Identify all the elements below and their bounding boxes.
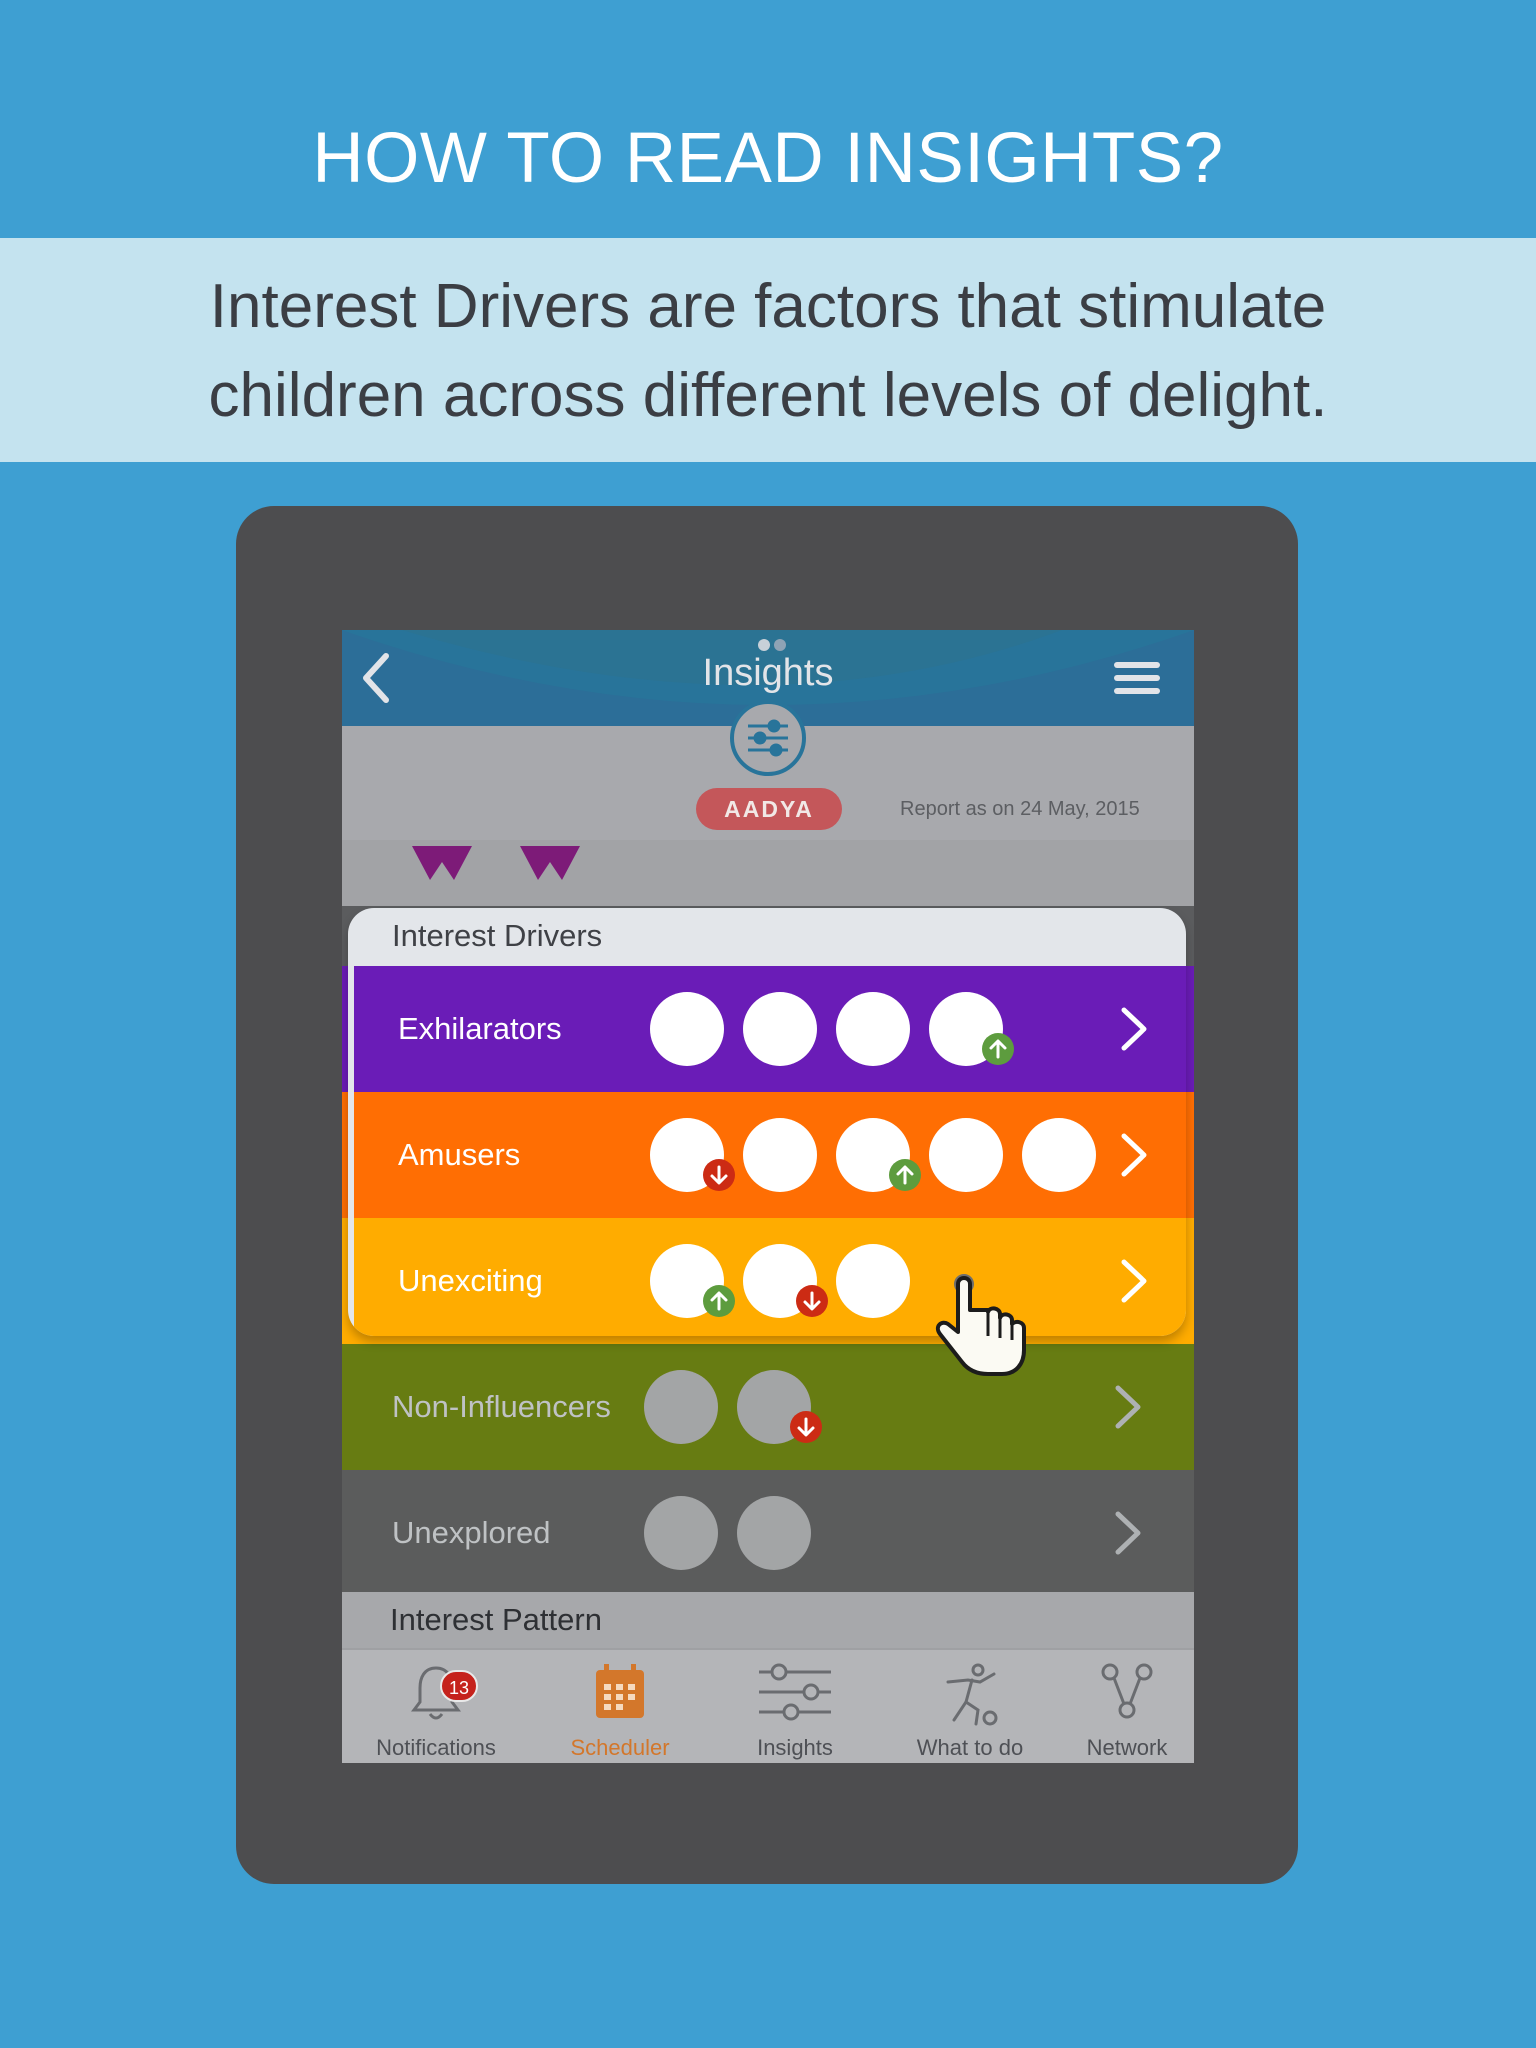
chevron-right-icon[interactable] <box>1116 1004 1152 1054</box>
child-name-badge: AADYA <box>696 788 842 830</box>
tab-scheduler[interactable]: Scheduler <box>530 1650 710 1763</box>
page-title: Insights <box>702 652 834 694</box>
chevron-right-icon[interactable] <box>1116 1256 1152 1306</box>
ribbon-strip <box>342 840 1194 906</box>
arrow-up-icon <box>703 1285 735 1317</box>
header-arc-decoration <box>342 630 1194 726</box>
arrow-down-icon <box>796 1285 828 1317</box>
arrow-up-icon <box>889 1159 921 1191</box>
app-bar: Insights <box>342 630 1194 726</box>
chevron-right-icon[interactable] <box>1110 1382 1146 1432</box>
interest-level-dot <box>743 1118 817 1192</box>
interest-level-dot <box>836 992 910 1066</box>
interest-pattern-heading: Interest Pattern <box>390 1602 602 1637</box>
tab-label: Scheduler <box>570 1735 670 1760</box>
arrow-up-icon <box>982 1033 1014 1065</box>
interest-pattern-section[interactable]: Interest Pattern <box>342 1592 1194 1648</box>
pointer-hand-icon <box>935 1274 1026 1376</box>
interest-level-dot <box>929 1118 1003 1192</box>
interest-drivers-card: Interest Drivers Exhilarators Amusers Unex… <box>348 908 1186 1336</box>
activity-figure-icon <box>946 1663 998 1726</box>
page-dots-icon <box>758 639 786 651</box>
interest-driver-label: Amusers <box>398 1137 521 1172</box>
interest-level-dot <box>836 1244 910 1318</box>
interest-level-dot <box>650 992 724 1066</box>
interest-level-dot <box>1022 1118 1096 1192</box>
sliders-icon <box>748 719 788 757</box>
interest-driver-row[interactable]: Unexplored <box>342 1470 1194 1596</box>
interest-driver-label: Unexplored <box>392 1515 551 1550</box>
interest-level-dot <box>644 1370 718 1444</box>
bottom-tab-bar: 13 Notifications Scheduler <box>342 1648 1194 1763</box>
subtitle-line-1: Interest Drivers are factors that stimul… <box>209 272 1327 341</box>
interest-level-dot <box>644 1496 718 1570</box>
ribbon-icon <box>412 846 580 880</box>
tab-label: Notifications <box>376 1735 496 1760</box>
subtitle-band <box>0 238 1536 462</box>
notification-count-badge: 13 <box>440 1670 478 1702</box>
tab-network[interactable]: Network <box>1060 1650 1194 1763</box>
sliders-icon <box>759 1663 831 1721</box>
interest-driver-label: Unexciting <box>398 1263 543 1298</box>
subtitle-line-2: children across different levels of deli… <box>208 361 1328 430</box>
interest-level-dot <box>743 992 817 1066</box>
tab-insights[interactable]: Insights <box>710 1650 880 1763</box>
tab-label: Network <box>1086 1735 1168 1760</box>
interest-driver-row[interactable]: Amusers <box>354 1092 1186 1218</box>
headline: HOW TO READ INSIGHTS? <box>312 119 1224 198</box>
insights-badge <box>730 700 806 776</box>
interest-level-dot <box>737 1496 811 1570</box>
report-date: Report as on 24 May, 2015 <box>900 798 1140 820</box>
interest-driver-row[interactable]: Exhilarators <box>354 966 1186 1092</box>
network-icon <box>1101 1663 1153 1719</box>
tab-label: What to do <box>916 1735 1024 1760</box>
chevron-right-icon[interactable] <box>1110 1508 1146 1558</box>
chevron-right-icon[interactable] <box>1116 1130 1152 1180</box>
interest-drivers-heading: Interest Drivers <box>392 918 603 953</box>
interest-driver-label: Non-Influencers <box>392 1389 611 1424</box>
arrow-down-icon <box>790 1411 822 1443</box>
tab-notifications[interactable]: 13 Notifications <box>342 1650 530 1763</box>
subtitle: Interest Drivers are factors that stimul… <box>0 262 1536 440</box>
interest-driver-label: Exhilarators <box>398 1011 562 1046</box>
app-screen: Insights AADYA Report as on 24 May, 2015… <box>342 630 1194 1763</box>
arrow-down-icon <box>703 1159 735 1191</box>
interest-driver-row[interactable]: Unexciting <box>354 1218 1186 1336</box>
chevron-left-icon[interactable] <box>356 646 400 710</box>
hamburger-menu-icon[interactable] <box>1112 658 1162 698</box>
tab-what-to-do[interactable]: What to do <box>880 1650 1060 1763</box>
interest-driver-row[interactable]: Non-Influencers <box>342 1344 1194 1470</box>
calendar-icon <box>596 1664 644 1718</box>
tab-label: Insights <box>757 1735 833 1760</box>
